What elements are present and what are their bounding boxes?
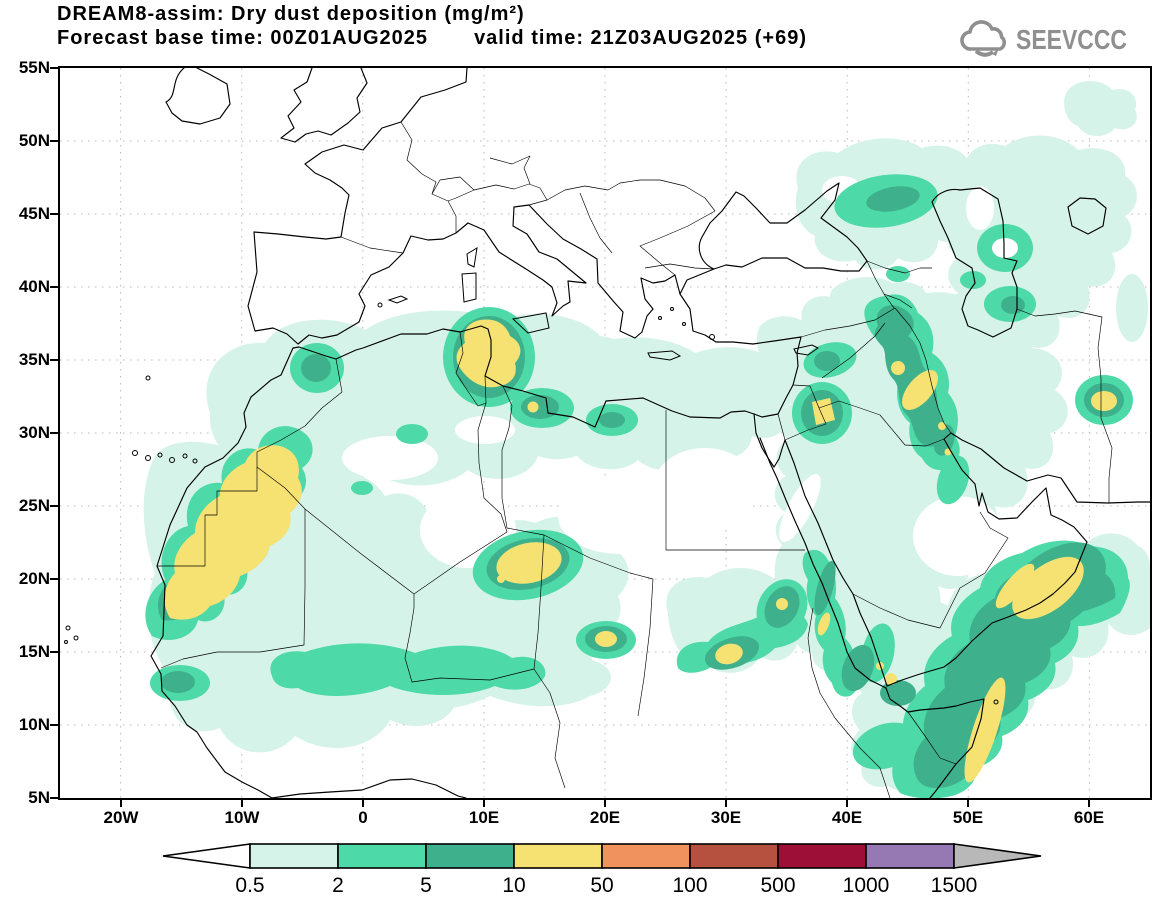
legend-below-min-arrow	[162, 843, 251, 869]
lon-tick	[120, 799, 122, 807]
lat-label: 40N	[18, 277, 50, 296]
lon-label: 20E	[589, 808, 621, 827]
seevccc-logo: SEEVCCC	[958, 20, 1151, 60]
logo-text: SEEVCCC	[1015, 24, 1127, 55]
legend-cell	[777, 843, 867, 869]
legend-cell	[337, 843, 427, 869]
base-time-label: Forecast base time: 00Z01AUG2025	[57, 27, 429, 49]
lon-label: 20W	[103, 808, 139, 827]
lon-tick	[362, 799, 364, 807]
lat-label: 15N	[18, 642, 50, 661]
legend-cell	[425, 843, 515, 869]
legend-cell	[513, 843, 603, 869]
islands	[64, 247, 999, 705]
lat-label: 10N	[18, 715, 50, 734]
legend-value: 1500	[931, 874, 978, 897]
lat-label: 5N	[28, 788, 50, 807]
lon-label: 30E	[710, 808, 742, 827]
coastlines	[150, 68, 1150, 798]
lat-tick	[50, 67, 59, 69]
legend-value: 0.5	[235, 874, 264, 897]
lat-tick	[50, 213, 59, 215]
valid-time-label: valid time: 21Z03AUG2025 (+69)	[474, 27, 807, 49]
lat-tick	[50, 797, 59, 799]
lat-tick	[50, 359, 59, 361]
legend-value: 1000	[843, 874, 890, 897]
lon-label: 60E	[1073, 808, 1105, 827]
dust-map	[60, 68, 1150, 798]
lon-label: 50E	[952, 808, 984, 827]
lon-tick	[241, 799, 243, 807]
lon-label: 10W	[224, 808, 260, 827]
lon-label: 0	[358, 808, 368, 827]
legend-cell	[249, 843, 339, 869]
lat-tick	[50, 578, 59, 580]
lon-tick	[725, 799, 727, 807]
subtitle: Forecast base time: 00Z01AUG2025 valid ti…	[57, 27, 807, 50]
lat-label: 30N	[18, 423, 50, 442]
lon-tick	[604, 799, 606, 807]
lon-tick	[846, 799, 848, 807]
page-title: DREAM8-assim: Dry dust deposition (mg/m²…	[57, 3, 525, 25]
kara-bogaz-hole	[992, 238, 1018, 258]
legend-value: 100	[672, 874, 707, 897]
legend-value: 5	[420, 874, 432, 897]
lat-label: 45N	[18, 204, 50, 223]
lon-tick	[1088, 799, 1090, 807]
country-borders	[157, 121, 1113, 798]
lat-tick	[50, 651, 59, 653]
dust-layer-holes	[342, 176, 1003, 576]
lon-tick	[967, 799, 969, 807]
map-canvas	[58, 66, 1152, 800]
legend-value: 50	[590, 874, 613, 897]
lat-tick	[50, 724, 59, 726]
lon-label: 40E	[831, 808, 863, 827]
lat-label: 20N	[18, 569, 50, 588]
cloud-icon	[959, 20, 1006, 57]
lon-label: 10E	[468, 808, 500, 827]
legend-value: 10	[502, 874, 525, 897]
lat-label: 35N	[18, 350, 50, 369]
lat-label: 55N	[18, 58, 50, 77]
legend-cell	[689, 843, 779, 869]
lat-tick	[50, 505, 59, 507]
lat-label: 50N	[18, 131, 50, 150]
legend-value: 2	[332, 874, 344, 897]
legend-cell	[601, 843, 691, 869]
lat-tick	[50, 286, 59, 288]
lon-tick	[483, 799, 485, 807]
legend-above-max-arrow	[953, 843, 1042, 869]
lat-tick	[50, 140, 59, 142]
legend-value: 500	[760, 874, 795, 897]
lat-tick	[50, 432, 59, 434]
color-legend: 0.5 2 5 10 50 100 500 1000 1500	[162, 843, 1042, 897]
legend-cell	[865, 843, 955, 869]
lat-label: 25N	[18, 496, 50, 515]
